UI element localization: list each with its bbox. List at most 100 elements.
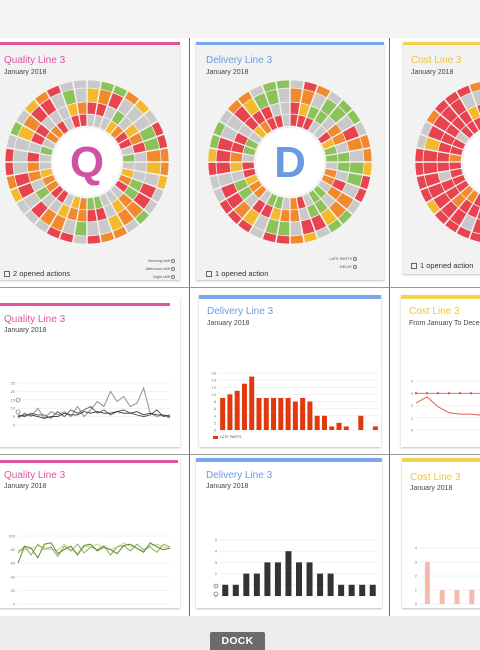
y-tick-label: 100: [8, 534, 15, 539]
delivery-wheel-center: [256, 128, 324, 196]
card-title: Delivery Line 3: [206, 470, 273, 481]
y-tick-label: 0: [411, 428, 414, 433]
wheel-segment: [337, 99, 353, 115]
cost-trend-card[interactable]: Cost Line 3 From January To Dece 0 1 2 3 4: [401, 295, 480, 447]
quality-wheel-card[interactable]: Quality Line 3 January 2018 Q Morning sh…: [0, 42, 180, 280]
bar: [222, 584, 229, 596]
shift-legend: LATE PARTS DELAY: [329, 255, 358, 271]
wheel-segment: [468, 231, 480, 243]
wheel-segment: [227, 99, 243, 115]
wheel-segment: [290, 87, 303, 104]
bar: [271, 397, 277, 430]
card-subtitle: From January To Dece: [409, 320, 480, 327]
bar: [264, 562, 271, 596]
cost-accent-bar: [402, 458, 480, 462]
card-title: Quality Line 3: [4, 470, 66, 481]
wheel-segment: [302, 231, 319, 244]
wheel-segment: [348, 162, 365, 175]
dock-button[interactable]: DOCK: [210, 632, 265, 650]
quality-performance-card[interactable]: Quality Line 3 January 2018 0 20 40 60 80 100: [0, 458, 180, 608]
column-divider: [389, 38, 390, 616]
shift-label: Afternoon shift: [145, 267, 170, 271]
wheel-segment: [261, 80, 278, 93]
bar: [343, 426, 349, 430]
dashboard-grid: Quality Line 3 January 2018 Q Morning sh…: [0, 38, 480, 616]
card-title: Quality Line 3: [4, 55, 66, 66]
wheel-segment: [248, 225, 265, 240]
wheel-segment: [436, 161, 451, 173]
wheel-segment: [353, 120, 368, 137]
wheel-segment: [26, 161, 41, 173]
bar: [469, 590, 475, 604]
chart-legend: LATE PARTS: [213, 435, 241, 439]
wheel-segment: [24, 99, 40, 115]
delivery-bar-card[interactable]: Delivery Line 3 January 2018 0 2 4 6 8 10 12 14…: [199, 295, 381, 447]
shift-label: Morning shift: [148, 259, 170, 263]
y-tick-label: 6: [214, 406, 217, 411]
quality-wheel-segments: [4, 79, 170, 245]
wheel-segment: [353, 187, 368, 204]
y-tick-label: 2: [214, 420, 217, 425]
wheel-segment: [218, 198, 234, 215]
quality-trend-card[interactable]: Quality Line 3 January 2018 0 5 10 15 20 25: [0, 297, 180, 447]
cost-bar-card[interactable]: Cost Line 3 January 2018 0 1 2 3 4: [402, 458, 480, 608]
y-tick-label: 0: [13, 423, 16, 428]
wheel-segment: [12, 149, 29, 162]
wheel-segment: [212, 120, 227, 137]
wheel-segment: [72, 79, 87, 90]
delivery-wheel: D: [207, 79, 373, 245]
cost-accent-bar: [403, 42, 480, 45]
wheel-segment: [315, 84, 332, 99]
quality-wheel-center: [53, 128, 121, 196]
bar: [274, 562, 281, 596]
opened-actions[interactable]: 1 opened action: [411, 261, 473, 270]
bar: [296, 562, 302, 596]
wheel-segment: [112, 225, 129, 240]
y-tick-label: 0: [13, 602, 16, 607]
y-tick-label: 40: [11, 574, 16, 579]
wheel-segment: [207, 147, 218, 162]
delivery-accent-bar: [196, 42, 384, 45]
quality-wheel: Q: [4, 79, 170, 245]
y-tick-label: 1: [415, 588, 418, 593]
wheel-segment: [99, 80, 116, 93]
y-tick-label: 4: [411, 379, 414, 384]
card-subtitle: January 2018: [207, 320, 250, 327]
wheel-segment: [87, 220, 100, 237]
delivery-wheel-card[interactable]: Delivery Line 3 January 2018 D LATE PART…: [196, 42, 384, 280]
opened-actions[interactable]: 2 opened actions: [4, 269, 70, 278]
wheel-segment: [87, 79, 102, 90]
shift-status-icon: [353, 257, 357, 261]
wheel-segment: [425, 109, 441, 126]
legend-swatch: [213, 435, 218, 439]
bar: [243, 573, 250, 596]
wheel-segment: [326, 218, 343, 234]
wheel-segment: [143, 198, 159, 215]
wheel-segment: [34, 218, 51, 234]
cost-wheel: C: [414, 81, 480, 243]
opened-actions[interactable]: 1 opened action: [206, 269, 268, 278]
y-tick-label: 5: [215, 538, 218, 543]
shift-legend: Morning shift Afternoon shift Night shif…: [146, 257, 176, 280]
wheel-segment: [34, 90, 51, 106]
bar: [253, 573, 260, 596]
wheel-segment: [159, 147, 170, 162]
bar: [314, 415, 320, 430]
y-tick-label: 3: [215, 560, 218, 565]
data-point: [447, 392, 451, 395]
row-divider: [0, 287, 480, 288]
wheel-segment: [362, 147, 373, 162]
bar: [307, 401, 313, 430]
wheel-segment: [212, 187, 227, 204]
quality-accent-bar: [0, 42, 180, 45]
wheel-segment: [208, 133, 221, 150]
bar: [263, 397, 269, 430]
series-line: [17, 411, 171, 419]
bar: [317, 573, 324, 596]
wheel-segment: [9, 120, 24, 137]
y-tick-label: 10: [11, 406, 16, 411]
wheel-segment: [419, 187, 434, 204]
cost-wheel-card[interactable]: Cost Line 3 January 2018 C 1 opened acti…: [403, 42, 480, 274]
y-tick-label: 4: [215, 549, 218, 554]
